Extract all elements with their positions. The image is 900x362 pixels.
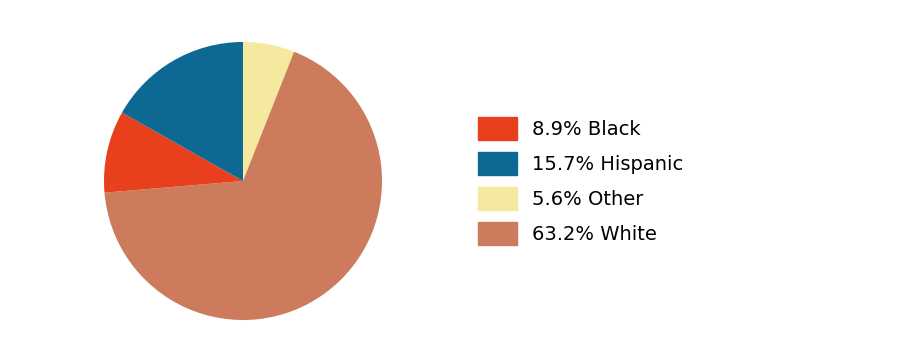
Wedge shape bbox=[104, 52, 382, 320]
Wedge shape bbox=[122, 42, 243, 181]
Wedge shape bbox=[104, 113, 243, 193]
Wedge shape bbox=[243, 42, 294, 181]
Legend: 8.9% Black, 15.7% Hispanic, 5.6% Other, 63.2% White: 8.9% Black, 15.7% Hispanic, 5.6% Other, … bbox=[478, 117, 683, 245]
